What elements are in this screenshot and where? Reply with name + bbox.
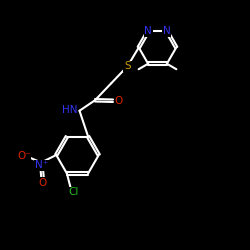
- Text: O: O: [114, 96, 122, 106]
- Text: N: N: [144, 26, 152, 36]
- Text: Cl: Cl: [68, 188, 79, 198]
- Text: HN: HN: [62, 105, 78, 115]
- Text: O: O: [38, 178, 46, 188]
- Text: N⁺: N⁺: [35, 160, 48, 170]
- Text: O⁻: O⁻: [17, 151, 30, 161]
- Text: S: S: [124, 61, 131, 71]
- Text: N: N: [163, 26, 171, 36]
